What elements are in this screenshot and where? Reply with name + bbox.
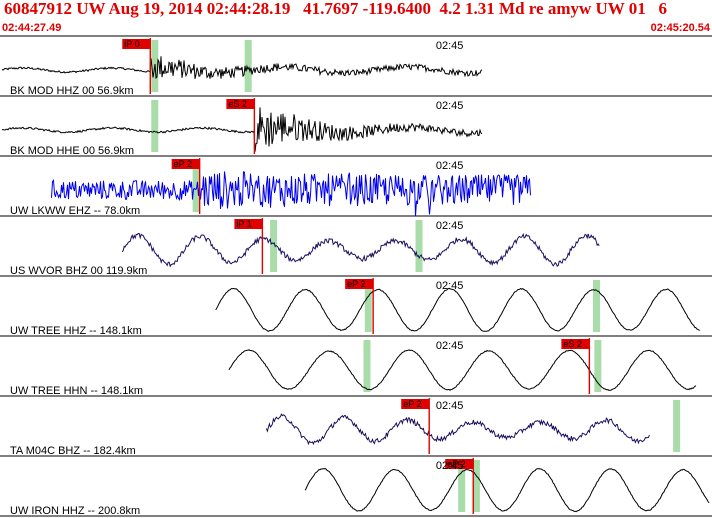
minute-marker-label: 02:45: [436, 40, 464, 52]
station-label: UW TREE HHZ -- 148.1km: [10, 325, 142, 337]
station-label: BK MOD HHE 00 56.9km: [10, 145, 134, 157]
waveform-trace[interactable]: [1, 56, 483, 79]
analysis-window: [364, 280, 372, 332]
phase-pick-label: eS 2: [563, 339, 582, 349]
window-start-time: 02:44:27.49: [2, 22, 62, 34]
phase-pick-box[interactable]: [226, 99, 255, 109]
analysis-window: [151, 100, 159, 152]
waveform-trace[interactable]: [215, 287, 700, 332]
minute-marker-label: 02:45: [436, 400, 464, 412]
analysis-window: [472, 460, 480, 512]
station-label: TA M04C BHZ -- 182.4km: [10, 445, 136, 457]
station-label: UW IRON HHZ -- 200.8km: [10, 505, 140, 517]
phase-pick-box[interactable]: [345, 279, 374, 289]
analysis-window: [270, 220, 278, 272]
minute-marker-label: 02:45: [436, 280, 464, 292]
waveform-trace[interactable]: [304, 468, 710, 513]
waveform-trace[interactable]: [228, 349, 697, 392]
minute-marker-label: 02:45: [436, 160, 464, 172]
phase-pick-box[interactable]: [401, 399, 430, 409]
station-label: US WVOR BHZ 00 119.9km: [10, 265, 147, 277]
analysis-window: [192, 160, 200, 212]
phase-pick-box[interactable]: [122, 39, 151, 49]
analysis-window: [593, 280, 601, 332]
phase-pick-label: eP 2: [174, 159, 192, 169]
waveform-trace[interactable]: [265, 413, 650, 446]
analysis-window: [415, 220, 423, 272]
waveform-trace[interactable]: [121, 232, 600, 268]
phase-pick-box[interactable]: [445, 459, 474, 469]
analysis-window: [458, 460, 466, 512]
minute-marker-label: 02:45: [436, 460, 464, 472]
minute-marker-label: 02:45: [436, 340, 464, 352]
phase-pick-label: eP 2: [347, 279, 365, 289]
phase-pick-label: eS 2: [228, 99, 247, 109]
minute-marker-label: 02:45: [436, 100, 464, 112]
station-label: UW TREE HHN -- 148.1km: [10, 385, 143, 397]
phase-pick-label: eP 2: [403, 399, 421, 409]
phase-pick-label: iP 0: [124, 39, 139, 49]
window-end-time: 02:45:20.54: [650, 22, 710, 34]
event-title: 60847912 UW Aug 19, 2014 02:44:28.19 41.…: [4, 0, 667, 18]
analysis-window: [244, 40, 252, 92]
minute-marker-label: 02:45: [436, 220, 464, 232]
phase-pick-label: iP 1: [236, 219, 251, 229]
station-label: BK MOD HHZ 00 56.9km: [10, 85, 133, 97]
event-header: 60847912 UW Aug 19, 2014 02:44:28.19 41.…: [0, 0, 712, 23]
phase-pick-box[interactable]: [234, 219, 263, 229]
analysis-window: [363, 340, 371, 392]
phase-pick-box[interactable]: [561, 339, 590, 349]
analysis-window: [594, 340, 602, 392]
phase-pick-box[interactable]: [171, 159, 200, 169]
station-label: UW LKWW EHZ -- 78.0km: [10, 205, 140, 217]
phase-pick-label: eP 2: [447, 459, 465, 469]
analysis-window: [673, 400, 681, 452]
waveform-trace[interactable]: [51, 171, 531, 217]
waveform-trace[interactable]: [1, 107, 483, 152]
